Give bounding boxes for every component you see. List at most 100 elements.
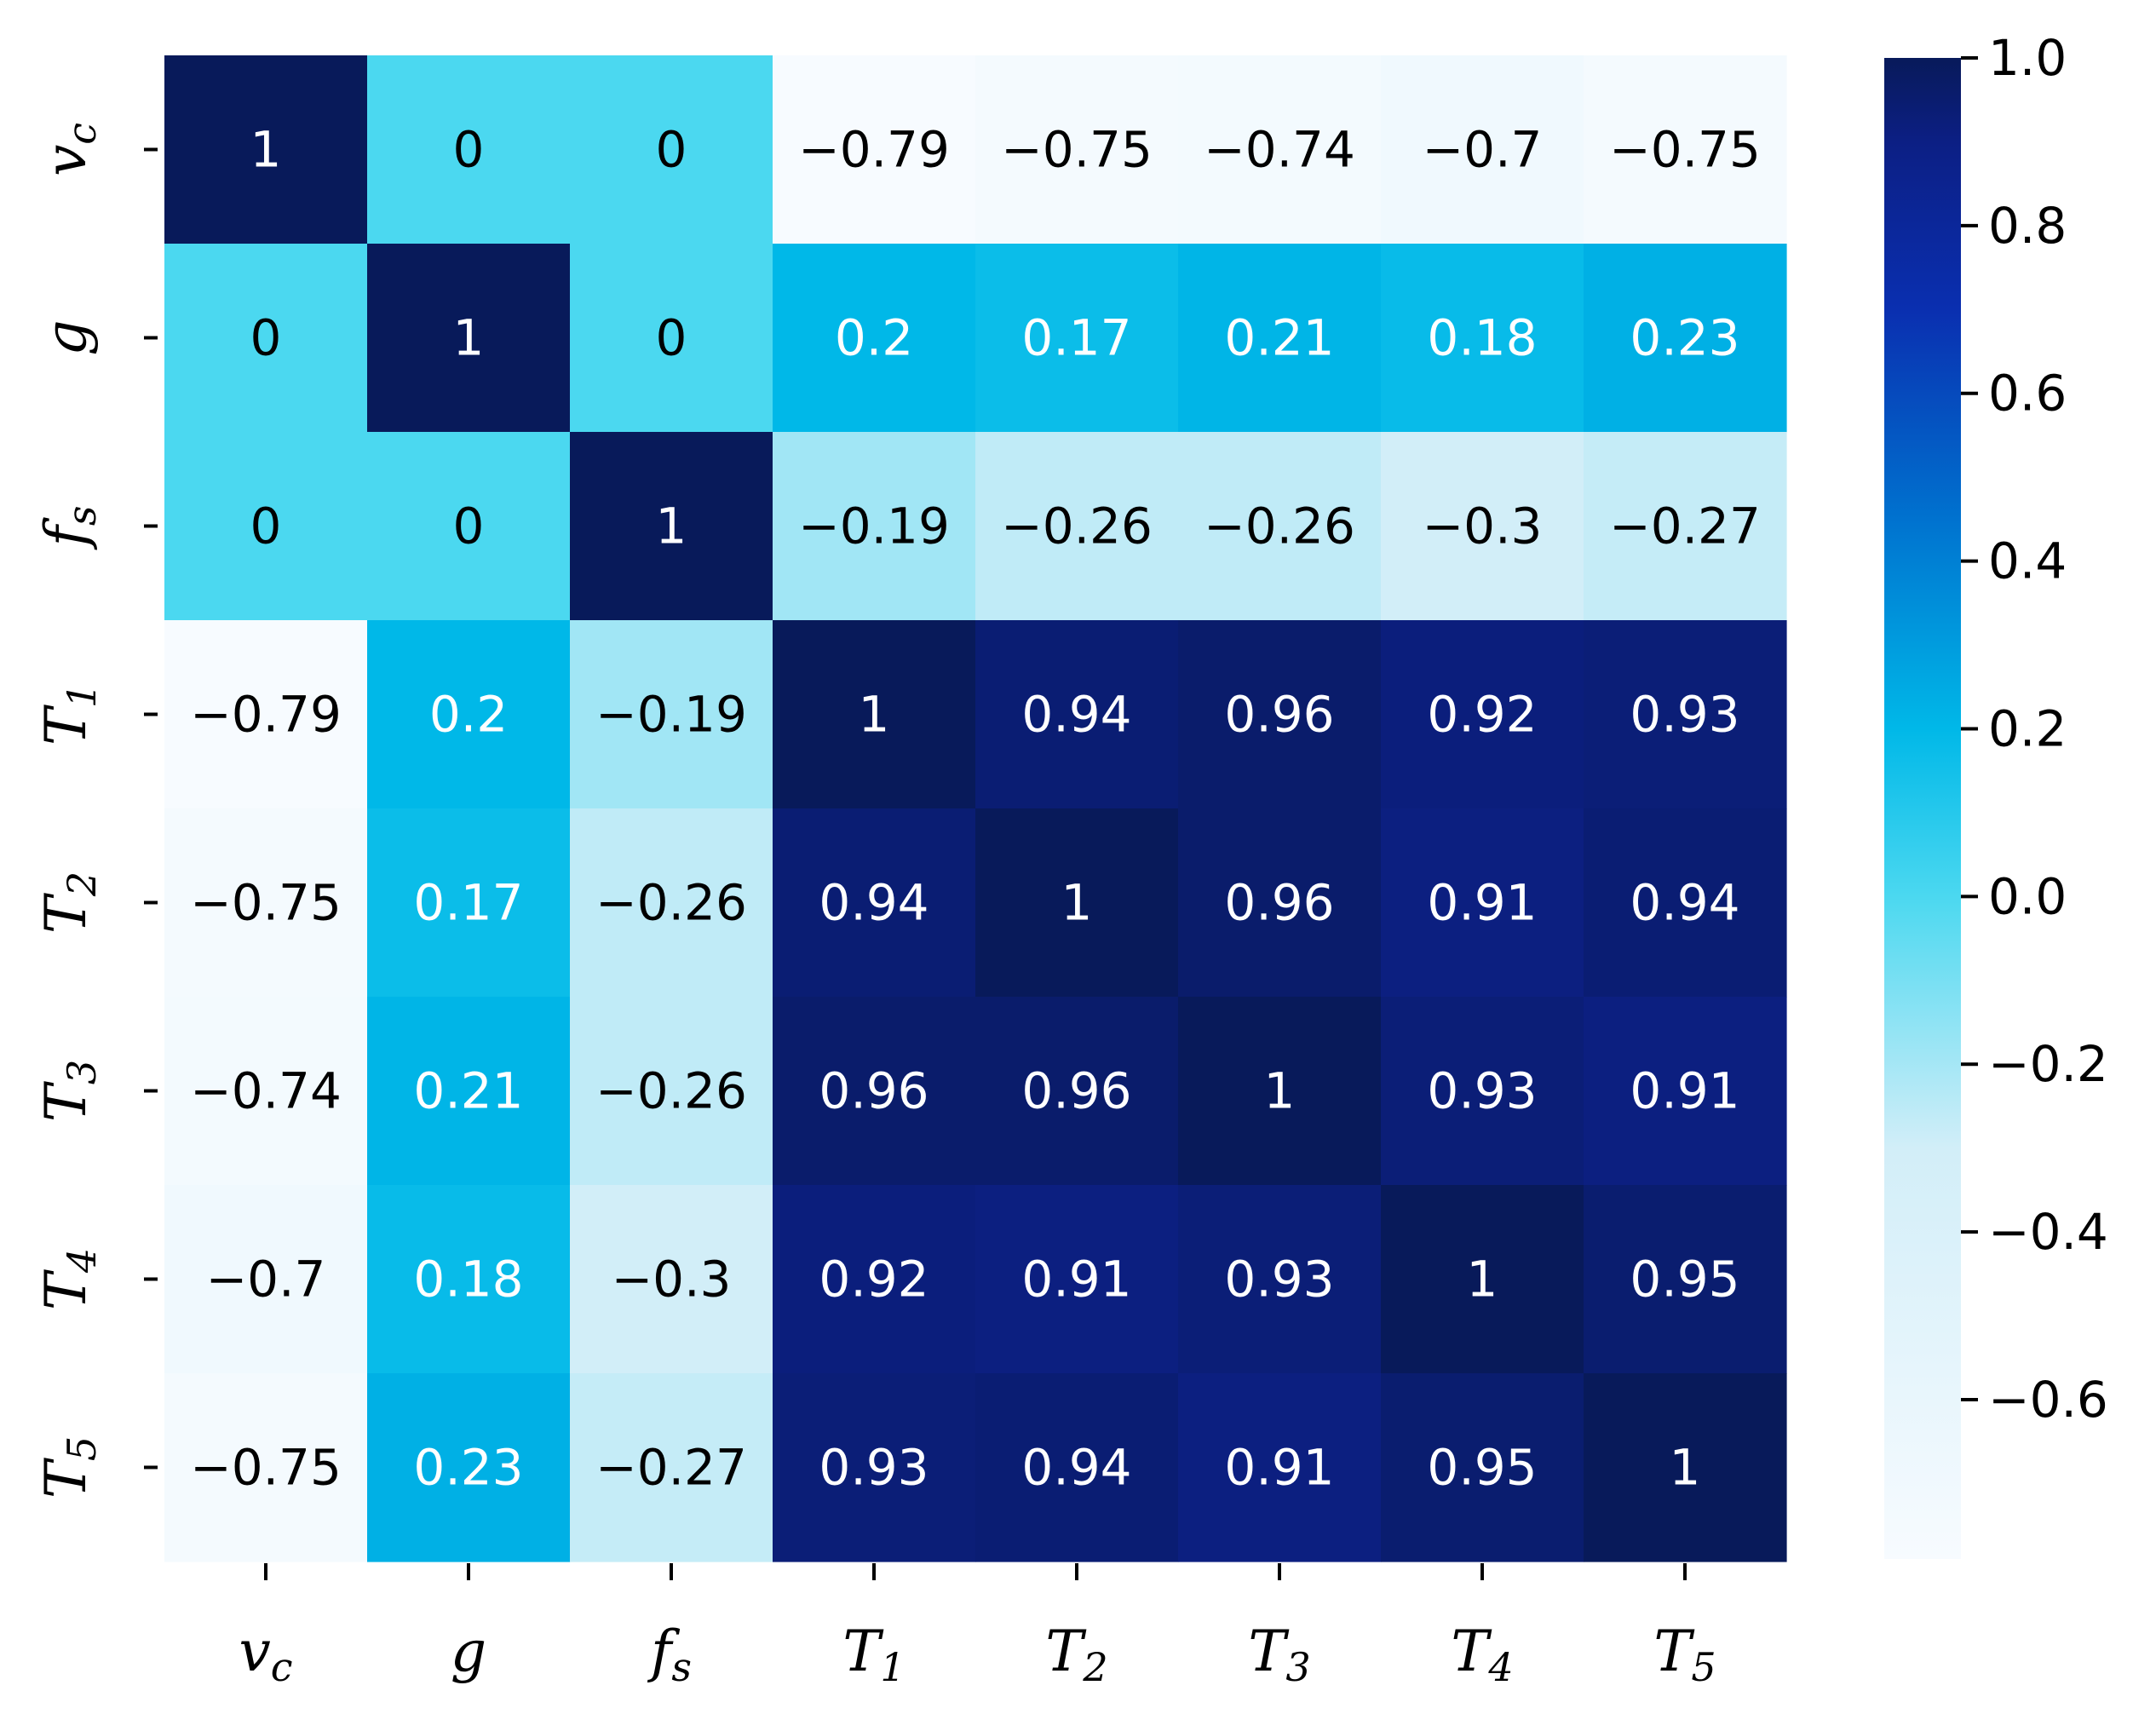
heatmap-annotation-r3-c0: −0.79 (190, 686, 342, 744)
heatmap-cell-r6-c3 (773, 1185, 976, 1374)
heatmap-cell-r7-c4 (975, 1373, 1179, 1562)
heatmap-cell-r3-c6 (1381, 620, 1584, 809)
heatmap-cell-r4-c2 (570, 808, 773, 998)
heatmap-annotation-r0-c5: −0.74 (1204, 121, 1355, 179)
heatmap-cell-r6-c7 (1584, 1185, 1787, 1374)
heatmap-annotation-r3-c5: 0.96 (1224, 686, 1334, 744)
heatmap-cell-r7-c2 (570, 1373, 773, 1562)
heatmap-annotation-r7-c5: 0.91 (1224, 1439, 1334, 1497)
heatmap-cell-r1-c4 (975, 244, 1179, 433)
heatmap-annotation-r0-c0: 1 (250, 121, 282, 179)
y-tick-label-7: T5 (33, 1436, 105, 1498)
colorbar-tick-label-0: 1.0 (1988, 29, 2067, 87)
heatmap-cell-r0-c2 (570, 55, 773, 244)
x-tick-label-0: vc (239, 1619, 292, 1690)
heatmap-annotation-r7-c7: 1 (1670, 1439, 1701, 1497)
colorbar: 1.0 0.8 0.6 0.4 0.2 0.0 −0.2 −0.4 −0.6 (1884, 29, 2108, 1559)
heatmap-annotation-r6-c0: −0.7 (206, 1251, 326, 1309)
colorbar-tick-label-7: −0.4 (1988, 1203, 2108, 1261)
heatmap-cell-r7-c0 (164, 1373, 368, 1562)
heatmap-annotation-r5-c4: 0.96 (1021, 1062, 1131, 1120)
heatmap-cell-r0-c0 (164, 55, 368, 244)
heatmap-annotation-r2-c7: −0.27 (1609, 498, 1761, 555)
heatmap-cell-r6-c6 (1381, 1185, 1584, 1374)
heatmap-annotation-r4-c2: −0.26 (595, 874, 747, 932)
heatmap-cell-r1-c0 (164, 244, 368, 433)
heatmap-annotation-r6-c4: 0.91 (1021, 1251, 1131, 1309)
heatmap-cell-r2-c2 (570, 432, 773, 621)
heatmap-cell-r0-c6 (1381, 55, 1584, 244)
heatmap-cell-r3-c5 (1178, 620, 1382, 809)
heatmap-annotation-r4-c7: 0.94 (1630, 874, 1739, 932)
heatmap-cell-r2-c7 (1584, 432, 1787, 621)
y-axis: vc g fs T1 T2 T3 T4 T5 (33, 123, 158, 1498)
heatmap-cell-r4-c4 (975, 808, 1179, 998)
heatmap-cell-r1-c2 (570, 244, 773, 433)
x-tick-label-5: T3 (1248, 1619, 1310, 1690)
heatmap-cell-r5-c2 (570, 997, 773, 1186)
heatmap-cell-r4-c6 (1381, 808, 1584, 998)
heatmap-annotation-r7-c2: −0.27 (595, 1439, 747, 1497)
heatmap-cell-r5-c0 (164, 997, 368, 1186)
heatmap-cell-r6-c4 (975, 1185, 1179, 1374)
heatmap-annotation-r4-c0: −0.75 (190, 874, 342, 932)
x-tick-label-3: T1 (842, 1619, 905, 1690)
heatmap-annotation-r7-c6: 0.95 (1427, 1439, 1537, 1497)
heatmap-cell-r3-c2 (570, 620, 773, 809)
heatmap-annotation-r7-c1: 0.23 (413, 1439, 523, 1497)
heatmap-annotation-r2-c3: −0.19 (798, 498, 950, 555)
heatmap-cell-r4-c5 (1178, 808, 1382, 998)
heatmap-cell-r2-c5 (1178, 432, 1382, 621)
heatmap-annotation-r4-c4: 1 (1061, 874, 1093, 932)
heatmap-annotation-r2-c4: −0.26 (1001, 498, 1153, 555)
heatmap-annotation-r4-c3: 0.94 (819, 874, 929, 932)
heatmap-cell-r0-c7 (1584, 55, 1787, 244)
heatmap-annotation-r3-c4: 0.94 (1021, 686, 1131, 744)
heatmap-cell-r1-c1 (367, 244, 571, 433)
heatmap-annotation-r1-c0: 0 (250, 309, 282, 367)
heatmap-cell-r5-c6 (1381, 997, 1584, 1186)
heatmap-annotation-r3-c3: 1 (859, 686, 890, 744)
y-tick-label-2: fs (33, 505, 105, 550)
colorbar-tick-label-6: −0.2 (1988, 1035, 2108, 1093)
heatmap-cell-r5-c7 (1584, 997, 1787, 1186)
heatmap-cell-r2-c1 (367, 432, 571, 621)
heatmap-annotation-r1-c3: 0.2 (835, 309, 913, 367)
heatmap-annotation-r0-c2: 0 (656, 121, 687, 179)
heatmap-cell-r1-c5 (1178, 244, 1382, 433)
heatmap-cell-r5-c5 (1178, 997, 1382, 1186)
heatmap-annotation-r5-c1: 0.21 (413, 1062, 523, 1120)
heatmap-annotation-r2-c0: 0 (250, 498, 282, 555)
heatmap-cell-r2-c0 (164, 432, 368, 621)
heatmap-annotation-r2-c6: −0.3 (1423, 498, 1543, 555)
heatmap-annotation-r3-c1: 0.2 (429, 686, 508, 744)
heatmap-cell-r4-c7 (1584, 808, 1787, 998)
heatmap-cell-r7-c6 (1381, 1373, 1584, 1562)
heatmap-cell-r5-c3 (773, 997, 976, 1186)
heatmap-annotation-r1-c5: 0.21 (1224, 309, 1334, 367)
heatmap-cell-r3-c0 (164, 620, 368, 809)
heatmap-annotation-r3-c6: 0.92 (1427, 686, 1537, 744)
heatmap-annotation-r7-c4: 0.94 (1021, 1439, 1131, 1497)
heatmap-cell-r2-c3 (773, 432, 976, 621)
heatmap-cell-r3-c1 (367, 620, 571, 809)
heatmap-cell-r5-c1 (367, 997, 571, 1186)
heatmap-annotation-r5-c7: 0.91 (1630, 1062, 1739, 1120)
heatmap-annotation-r0-c7: −0.75 (1609, 121, 1761, 179)
heatmap-cell-r6-c1 (367, 1185, 571, 1374)
colorbar-tick-label-4: 0.2 (1988, 699, 2067, 757)
colorbar-tick-label-8: −0.6 (1988, 1371, 2108, 1429)
y-tick-label-0: vc (33, 123, 105, 176)
heatmap-cell-r2-c4 (975, 432, 1179, 621)
heatmap-annotation-r1-c2: 0 (656, 309, 687, 367)
heatmap-annotation-r7-c0: −0.75 (190, 1439, 342, 1497)
heatmap-annotation-r1-c7: 0.23 (1630, 309, 1739, 367)
heatmap-annotation-r5-c6: 0.93 (1427, 1062, 1537, 1120)
heatmap-annotation-r2-c2: 1 (656, 498, 687, 555)
heatmap-cell-r7-c7 (1584, 1373, 1787, 1562)
heatmap-cell-r6-c0 (164, 1185, 368, 1374)
heatmap-cell-r1-c7 (1584, 244, 1787, 433)
heatmap-cell-r4-c3 (773, 808, 976, 998)
heatmap-annotation-r6-c1: 0.18 (413, 1251, 523, 1309)
x-tick-label-6: T4 (1451, 1619, 1513, 1690)
